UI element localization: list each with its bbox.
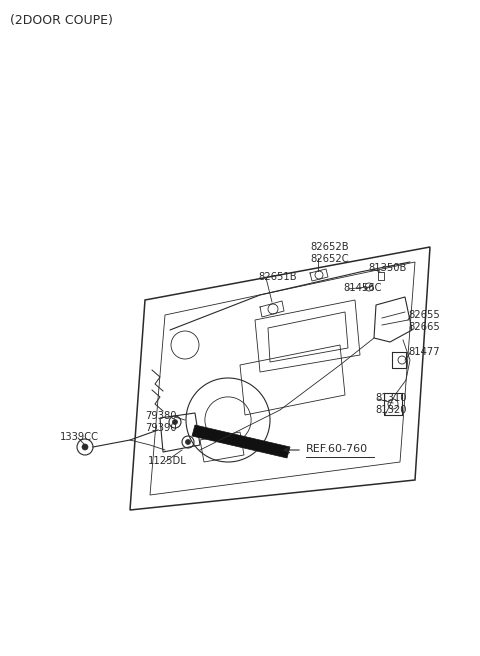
Text: 82652B
82652C: 82652B 82652C xyxy=(310,242,348,264)
Text: 82655
82665: 82655 82665 xyxy=(408,310,440,331)
Text: 81456C: 81456C xyxy=(343,283,382,293)
Circle shape xyxy=(82,444,88,450)
Text: 81350B: 81350B xyxy=(368,263,407,273)
Text: 79380
79390: 79380 79390 xyxy=(145,411,177,432)
Text: 1125DL: 1125DL xyxy=(148,456,187,466)
Polygon shape xyxy=(192,425,290,458)
Text: REF.60-760: REF.60-760 xyxy=(306,444,368,454)
Text: 81310
81320: 81310 81320 xyxy=(375,393,407,415)
Text: 1339CC: 1339CC xyxy=(60,432,99,442)
Circle shape xyxy=(185,440,191,445)
Text: 81477: 81477 xyxy=(408,347,440,357)
Text: 82651B: 82651B xyxy=(258,272,297,282)
Text: (2DOOR COUPE): (2DOOR COUPE) xyxy=(10,14,113,27)
Circle shape xyxy=(172,419,178,424)
